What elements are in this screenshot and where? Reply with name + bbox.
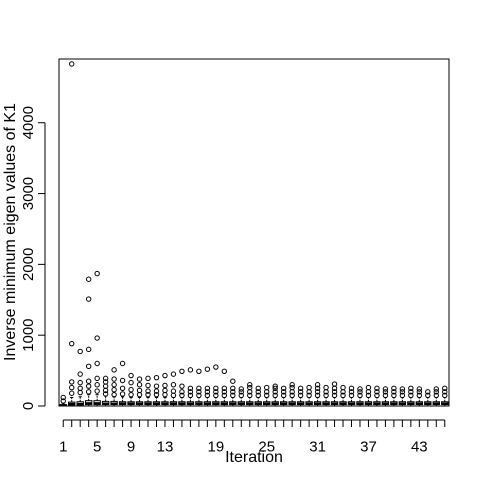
x-tick-label: 13: [157, 438, 174, 455]
y-tick-label: 0: [20, 402, 37, 410]
x-axis-label: Iteration: [225, 449, 283, 466]
x-tick-label: 43: [411, 438, 428, 455]
box-iteration-31: [314, 383, 320, 406]
y-tick-label: 3000: [20, 177, 37, 210]
x-tick-label: 9: [127, 438, 135, 455]
x-tick-label: 37: [360, 438, 377, 455]
x-tick-label: 31: [309, 438, 326, 455]
y-tick-label: 4000: [20, 106, 37, 139]
x-tick-label: 5: [93, 438, 101, 455]
x-tick-label: 19: [208, 438, 225, 455]
y-axis-label: Inverse minimum eigen values of K1: [2, 103, 19, 361]
y-tick-label: 2000: [20, 248, 37, 281]
y-tick-label: 1000: [20, 318, 37, 351]
x-tick-label: 1: [59, 438, 67, 455]
